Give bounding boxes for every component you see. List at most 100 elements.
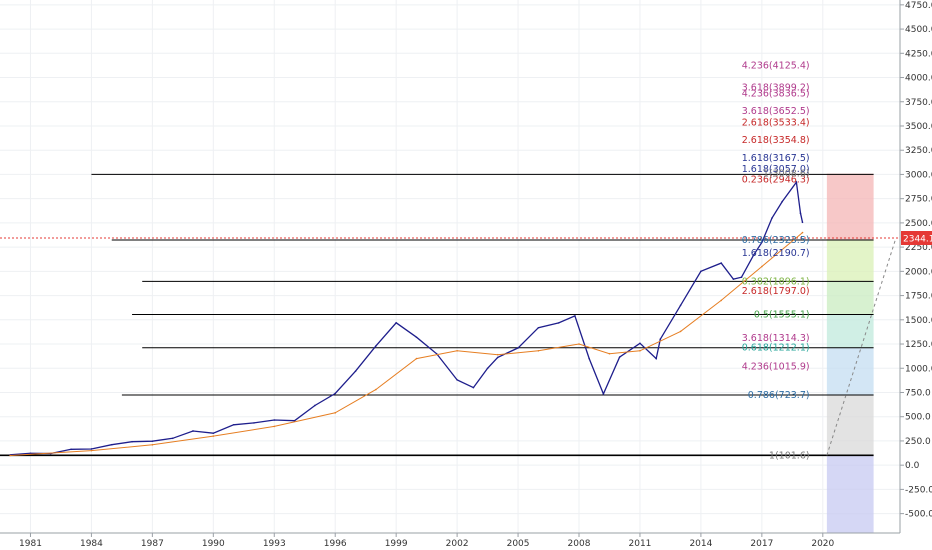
- y-axis-tick-label: 500.0: [905, 413, 931, 423]
- moving-average-line: [10, 232, 803, 456]
- series-point: [293, 419, 296, 422]
- series-point: [517, 347, 519, 349]
- y-axis-tick-label: 3750.0: [905, 98, 932, 108]
- fib-level-label: 1.618(2190.7): [742, 248, 810, 259]
- series-point: [253, 422, 255, 424]
- series-point: [496, 356, 499, 359]
- series-point: [90, 449, 93, 452]
- x-axis-tick-label: 2020: [811, 539, 834, 549]
- series-point: [456, 379, 458, 381]
- fib-level-label: 2.618(3533.4): [742, 118, 810, 129]
- y-axis-tick-label: 4750.0: [905, 1, 932, 11]
- y-axis-tick-label: -250.0: [905, 485, 932, 495]
- series-point: [655, 357, 658, 360]
- current-price-badge-label: 2344.1: [903, 234, 932, 244]
- x-axis-tick-label: 2017: [750, 539, 773, 549]
- series-point: [720, 299, 723, 302]
- series-point: [415, 336, 418, 339]
- fib-zone: [826, 347, 874, 396]
- series-point: [537, 326, 540, 329]
- series-point: [212, 432, 215, 434]
- series-point: [574, 315, 576, 317]
- y-axis-tick-label: 3500.0: [905, 122, 932, 132]
- fib-level-label: 4.236(4125.4): [742, 60, 810, 71]
- x-axis-tick-label: 1996: [324, 539, 347, 549]
- series-point: [557, 322, 560, 324]
- series-point: [679, 304, 682, 307]
- x-axis-tick-label: 2014: [689, 539, 712, 549]
- series-point: [395, 322, 397, 324]
- series-point: [472, 386, 475, 389]
- horizontal-level-layer: [0, 173, 900, 457]
- series-point: [151, 440, 154, 443]
- projection-dashed-line: [826, 237, 897, 456]
- series-point: [314, 404, 316, 407]
- series-point: [801, 231, 804, 234]
- series-point: [486, 367, 489, 370]
- series-point: [70, 448, 72, 451]
- current-price-badge: [901, 230, 932, 245]
- fib-level-label: 1(3008.6): [763, 169, 810, 180]
- series-point: [171, 437, 174, 440]
- series-point: [273, 419, 276, 421]
- y-axis-tick-label: 1500.0: [905, 316, 932, 326]
- series-point: [537, 350, 540, 352]
- fib-level-label: 3.618(3899.2): [742, 82, 810, 93]
- y-axis-tick-label: 3000.0: [905, 170, 932, 180]
- x-axis-tick-label: 1981: [19, 539, 42, 549]
- x-axis-tick-label: 1984: [80, 539, 103, 549]
- fib-level-label: 2.618(3354.8): [742, 135, 810, 146]
- price-series-line: [10, 180, 804, 456]
- series-point: [273, 425, 276, 428]
- series-point: [639, 350, 641, 352]
- y-axis-tick-label: 0.0: [905, 461, 920, 471]
- series-point: [578, 343, 580, 345]
- fib-level-label: 4.236(3836.5): [742, 88, 810, 99]
- fib-label-layer: 4.236(4125.4) 3.618(3899.2)4.236(3836.5) 3…: [742, 60, 810, 461]
- fib-level-label: 0.236(2946.3): [742, 175, 810, 186]
- y-axis-tick-label: 2000.0: [905, 267, 932, 277]
- y-axis-tick-label: 750.0: [905, 388, 931, 398]
- y-axis-tick-label: 1750.0: [905, 292, 932, 302]
- series-point: [212, 435, 215, 437]
- y-axis-tick-label: 1000.0: [905, 364, 932, 374]
- fib-level-label: 0.618(1212.1): [742, 343, 810, 354]
- y-axis-tick-label: 2500.0: [905, 219, 932, 229]
- fib-level-label: 0.5(1555.1): [754, 309, 810, 320]
- y-axis-tick-label: 2750.0: [905, 195, 932, 205]
- series-point: [232, 423, 235, 426]
- series-point: [151, 444, 154, 446]
- series-point: [732, 278, 735, 280]
- y-axis-tick-label: 2250.0: [905, 243, 932, 253]
- fib-level-label: 0.786(723.7): [748, 390, 810, 401]
- fib-zone: [826, 455, 874, 533]
- series-point: [659, 338, 662, 340]
- series-point: [110, 443, 113, 446]
- x-axis-tick-label: 2002: [446, 539, 469, 549]
- y-axis-tick-label: 1250.0: [905, 340, 932, 350]
- y-axis-tick-label: 4250.0: [905, 49, 932, 59]
- x-axis-tick-label: 2011: [629, 539, 652, 549]
- series-point: [700, 270, 702, 273]
- grid-layer: [0, 0, 900, 533]
- x-axis-tick-label: 1999: [385, 539, 408, 549]
- fib-level-label: 1.618(3057.0): [742, 164, 810, 175]
- series-point: [415, 357, 418, 360]
- fib-level-label: 0.382(1896.1): [742, 276, 810, 287]
- y-axis-tick-label: 4000.0: [905, 74, 932, 84]
- fib-zone: [826, 395, 874, 456]
- fib-zone: [826, 239, 874, 282]
- fib-zone: [826, 281, 874, 315]
- series-point: [752, 254, 755, 256]
- series-point: [618, 356, 621, 358]
- series-point: [720, 262, 723, 264]
- series-point: [771, 217, 773, 219]
- x-axis-tick-label: 1993: [263, 539, 286, 549]
- y-axis-tick-label: 4500.0: [905, 25, 932, 35]
- x-axis-tick-label: 2008: [568, 539, 591, 549]
- series-point: [588, 357, 590, 360]
- series-point: [375, 388, 377, 391]
